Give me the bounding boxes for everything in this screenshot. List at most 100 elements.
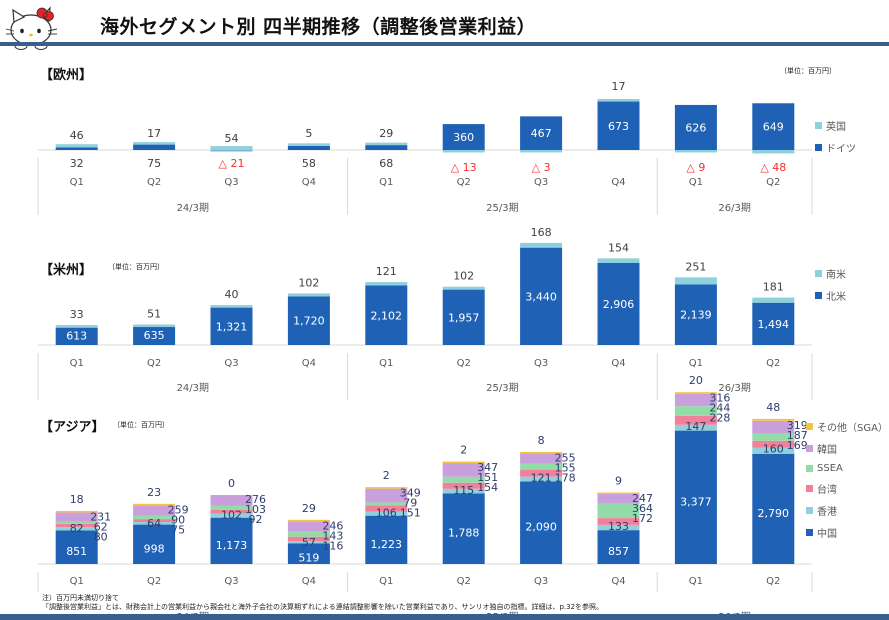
x-tick-label: Q4 (611, 177, 625, 188)
data-label-hong-kong: 147 (685, 420, 706, 433)
data-label-taiwan: 228 (709, 412, 730, 425)
data-label-other-sga: 8 (538, 434, 545, 447)
bar-segment-香港 (55, 527, 98, 531)
x-tick-label: Q1 (379, 358, 393, 369)
legend-swatch (815, 122, 822, 129)
data-label-hong-kong: 57 (302, 536, 316, 549)
bar-segment-中国 (210, 517, 253, 564)
data-label-korea: 255 (555, 451, 576, 464)
x-tick-label: Q2 (457, 576, 471, 587)
x-tick-label: Q1 (70, 576, 84, 587)
bar-segment-uk (365, 142, 408, 146)
data-label-hong-kong: 64 (147, 517, 161, 530)
americas-unit-label: 〔単位：百万円〕 (108, 263, 164, 271)
data-label-china: 2,090 (525, 521, 557, 534)
data-label-north-america: 2,906 (603, 298, 635, 311)
x-tick-label: Q1 (689, 358, 703, 369)
bar-segment-韓国 (520, 453, 563, 464)
legend-label: 韓国 (817, 445, 837, 456)
bar-segment-south-america (287, 293, 330, 297)
legend-item-china: 中国 (806, 525, 888, 540)
data-label-ssea: 151 (477, 471, 498, 484)
data-label-korea: 319 (787, 419, 808, 432)
bar-segment-中国 (520, 481, 563, 564)
x-tick-label: Q2 (766, 576, 780, 587)
bar-segment-south-america (365, 282, 408, 286)
bar-segment-韓国 (133, 505, 176, 516)
data-label-other-sga: 0 (228, 477, 235, 490)
bar-segment-台湾 (365, 505, 408, 512)
bar-segment-south-america (520, 242, 563, 248)
footnote-line-2: 「調整後営業利益」とは、財務会計上の営業利益から親会社と海外子会社の決算期ずれに… (42, 603, 604, 611)
legend-item-korea: 韓国 (806, 441, 888, 456)
legend-swatch (815, 144, 822, 151)
data-label-south-america: 181 (763, 281, 784, 294)
data-label-uk: △ 48 (760, 161, 786, 174)
data-label-south-america: 121 (376, 265, 397, 278)
bar-segment-germany (287, 145, 330, 150)
bar-segment-韓国 (752, 420, 795, 434)
europe-unit-label: 〔単位：百万円〕 (780, 67, 836, 75)
bar-segment-uk (287, 143, 330, 146)
legend-item-uk: 英国 (815, 118, 856, 133)
data-label-taiwan: 75 (171, 523, 185, 536)
x-tick-label: Q2 (457, 177, 471, 188)
americas-section-title: 【米州】 (40, 263, 93, 278)
bar-segment-south-america (442, 286, 485, 290)
bar-segment-韓国 (442, 463, 485, 477)
data-label-hong-kong: 106 (376, 507, 397, 520)
x-tick-label: Q4 (611, 576, 625, 587)
data-label-germany: 649 (763, 121, 784, 134)
bar-segment-south-america (133, 324, 176, 328)
bar-segment-香港 (287, 541, 330, 544)
bar-segment-香港 (210, 513, 253, 518)
data-label-taiwan: 116 (322, 539, 343, 552)
bar-segment-germany (365, 145, 408, 150)
data-label-ssea: 364 (632, 502, 653, 515)
data-label-germany: 626 (685, 121, 706, 134)
x-tick-label: Q2 (147, 177, 161, 188)
data-label-germany: 673 (608, 120, 629, 133)
bar-segment-uk (674, 150, 717, 153)
data-label-germany: 68 (379, 157, 393, 170)
data-label-china: 857 (608, 545, 629, 558)
legend-label: 英国 (826, 122, 846, 133)
bar-segment-その他（SGA） (674, 392, 717, 394)
bar-segment-uk (55, 144, 98, 148)
data-label-south-america: 168 (531, 226, 552, 239)
bar-segment-north-america (55, 327, 98, 345)
legend-swatch (806, 529, 813, 536)
bar-segment-中国 (55, 530, 98, 564)
bar-segment-香港 (442, 488, 485, 494)
data-label-hong-kong: 82 (70, 522, 84, 535)
bar-segment-uk (520, 150, 563, 153)
data-label-germany: 32 (70, 157, 84, 170)
data-label-korea: 347 (477, 461, 498, 474)
data-label-ssea: 90 (171, 513, 185, 526)
bar-segment-その他（SGA） (55, 510, 98, 513)
data-label-taiwan: 92 (249, 513, 263, 526)
bar-segment-germany (210, 150, 253, 152)
data-label-other-sga: 29 (302, 502, 316, 515)
bar-segment-uk (597, 99, 640, 102)
bar-segment-中国 (365, 515, 408, 564)
bar-segment-韓国 (674, 393, 717, 407)
data-label-germany: 75 (147, 157, 161, 170)
bar-segment-north-america (520, 247, 563, 345)
bar-segment-SSEA (210, 505, 253, 511)
x-tick-label: Q3 (534, 358, 548, 369)
data-label-north-america: 613 (66, 329, 87, 342)
bar-segment-north-america (597, 262, 640, 345)
bar-segment-SSEA (287, 531, 330, 537)
bar-segment-germany (674, 104, 717, 150)
bar-segment-中国 (133, 524, 176, 564)
data-label-korea: 247 (632, 492, 653, 505)
x-tick-label: Q3 (534, 576, 548, 587)
data-label-ssea: 103 (245, 503, 266, 516)
period-label: 24/3期 (177, 202, 209, 214)
x-tick-label: Q4 (302, 177, 316, 188)
data-label-china: 1,223 (371, 538, 403, 551)
data-label-ssea: 244 (709, 402, 730, 415)
bar-segment-その他（SGA） (365, 487, 408, 489)
data-label-uk: △ 13 (451, 161, 477, 174)
